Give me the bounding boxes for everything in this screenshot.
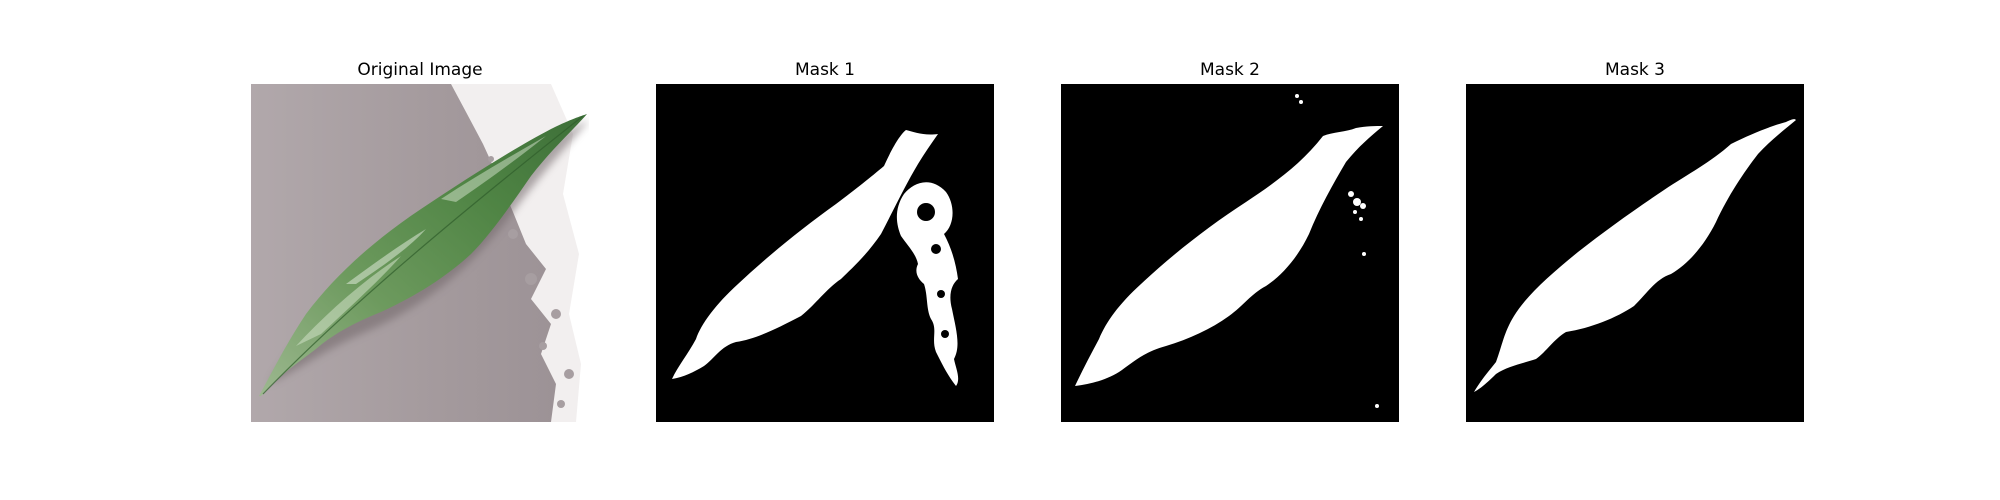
mask-3-image [1466,84,1804,422]
mask-1-image [656,84,994,422]
panel-title: Mask 1 [656,58,994,82]
panel-title: Original Image [251,58,589,82]
panel-title: Mask 3 [1466,58,1804,82]
panel-title: Mask 2 [1061,58,1399,82]
mask-2-image [1061,84,1399,422]
original-image [251,84,589,422]
